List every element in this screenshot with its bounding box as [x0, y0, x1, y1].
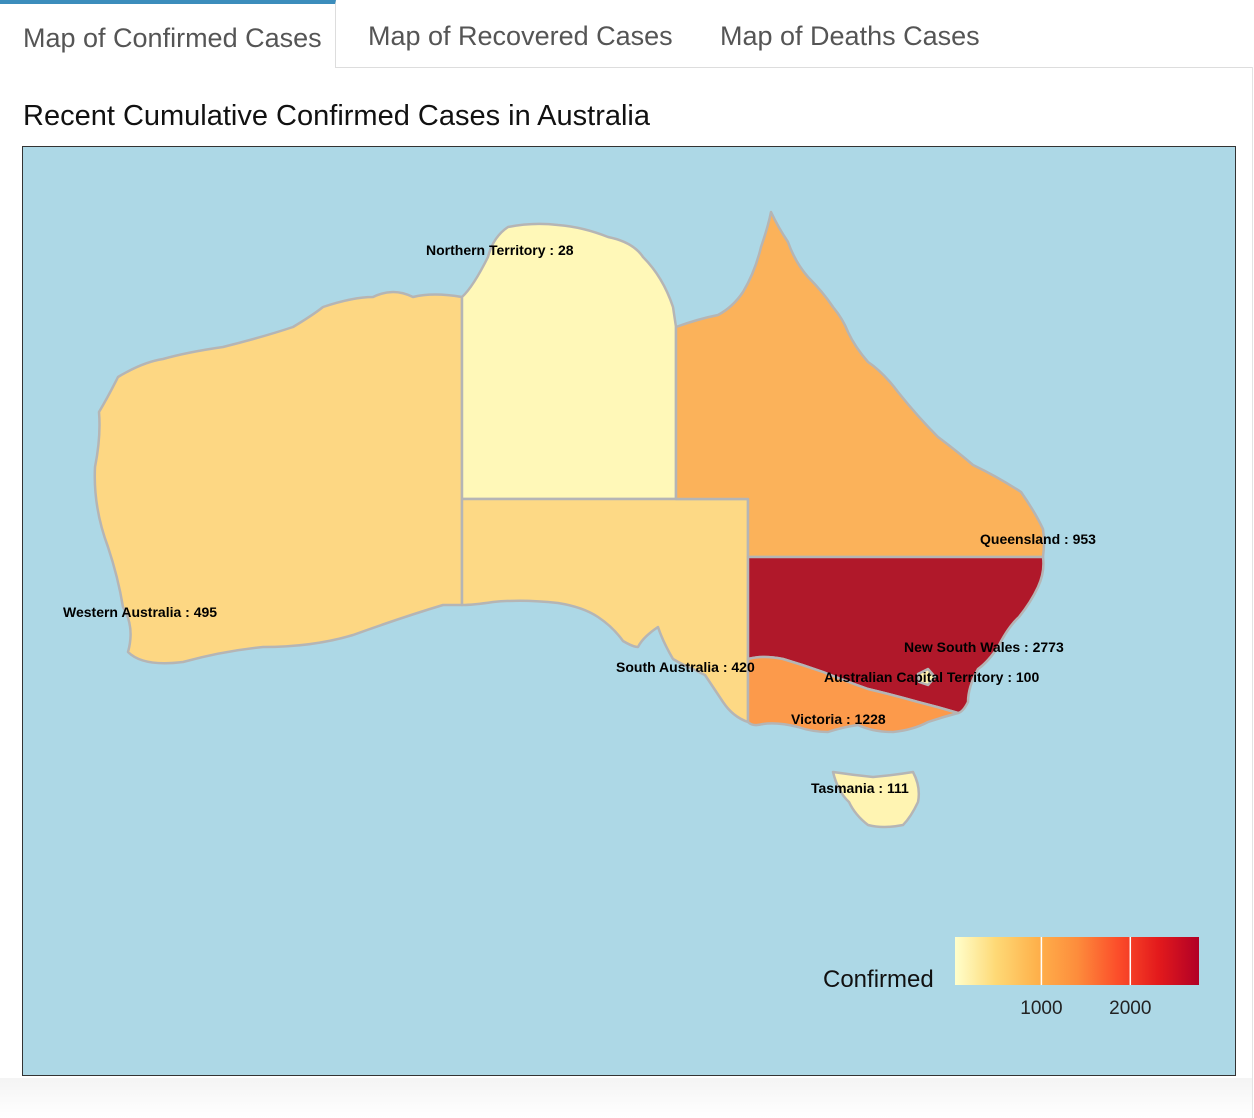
label-northern-territory: Northern Territory : 28 — [426, 242, 574, 258]
region-australian-capital-territory[interactable] — [916, 667, 937, 687]
legend-title: Confirmed — [823, 966, 934, 993]
legend-tick-label: 2000 — [1109, 998, 1151, 1019]
label-tasmania: Tasmania : 111 — [811, 780, 909, 796]
region-tasmania[interactable] — [831, 770, 921, 829]
region-queensland[interactable] — [674, 210, 1046, 559]
label-victoria: Victoria : 1228 — [791, 711, 886, 727]
tab-confirmed-map[interactable]: Map of Confirmed Cases — [0, 0, 336, 68]
label-australian-capital-territory: Australian Capital Territory : 100 — [824, 669, 1039, 685]
tab-bar: Map of Confirmed Cases Map of Recovered … — [0, 0, 1252, 68]
australia-map[interactable]: Western Australia : 495 Northern Territo… — [23, 147, 1235, 1075]
footer-area — [0, 1078, 1252, 1118]
region-victoria[interactable] — [746, 655, 960, 734]
tab-label: Map of Confirmed Cases — [23, 23, 322, 53]
region-western-australia[interactable] — [93, 290, 464, 665]
legend-tick-label: 1000 — [1020, 998, 1062, 1019]
map-panel[interactable]: Western Australia : 495 Northern Territo… — [22, 146, 1236, 1076]
tab-recovered-map[interactable]: Map of Recovered Cases — [368, 0, 673, 67]
legend: Confirmed 1000 2000 — [823, 937, 1199, 1019]
label-western-australia: Western Australia : 495 — [63, 604, 217, 620]
tab-deaths-map[interactable]: Map of Deaths Cases — [720, 0, 980, 67]
tab-label: Map of Recovered Cases — [368, 21, 673, 51]
content-border — [1252, 67, 1253, 1118]
legend-colorbar — [955, 937, 1199, 985]
label-south-australia: South Australia : 420 — [616, 659, 755, 675]
label-new-south-wales: New South Wales : 2773 — [904, 639, 1064, 655]
tab-label: Map of Deaths Cases — [720, 21, 980, 51]
region-south-australia[interactable] — [460, 497, 750, 724]
label-queensland: Queensland : 953 — [980, 531, 1096, 547]
region-northern-territory[interactable] — [460, 222, 678, 501]
map-title: Recent Cumulative Confirmed Cases in Aus… — [23, 100, 650, 132]
